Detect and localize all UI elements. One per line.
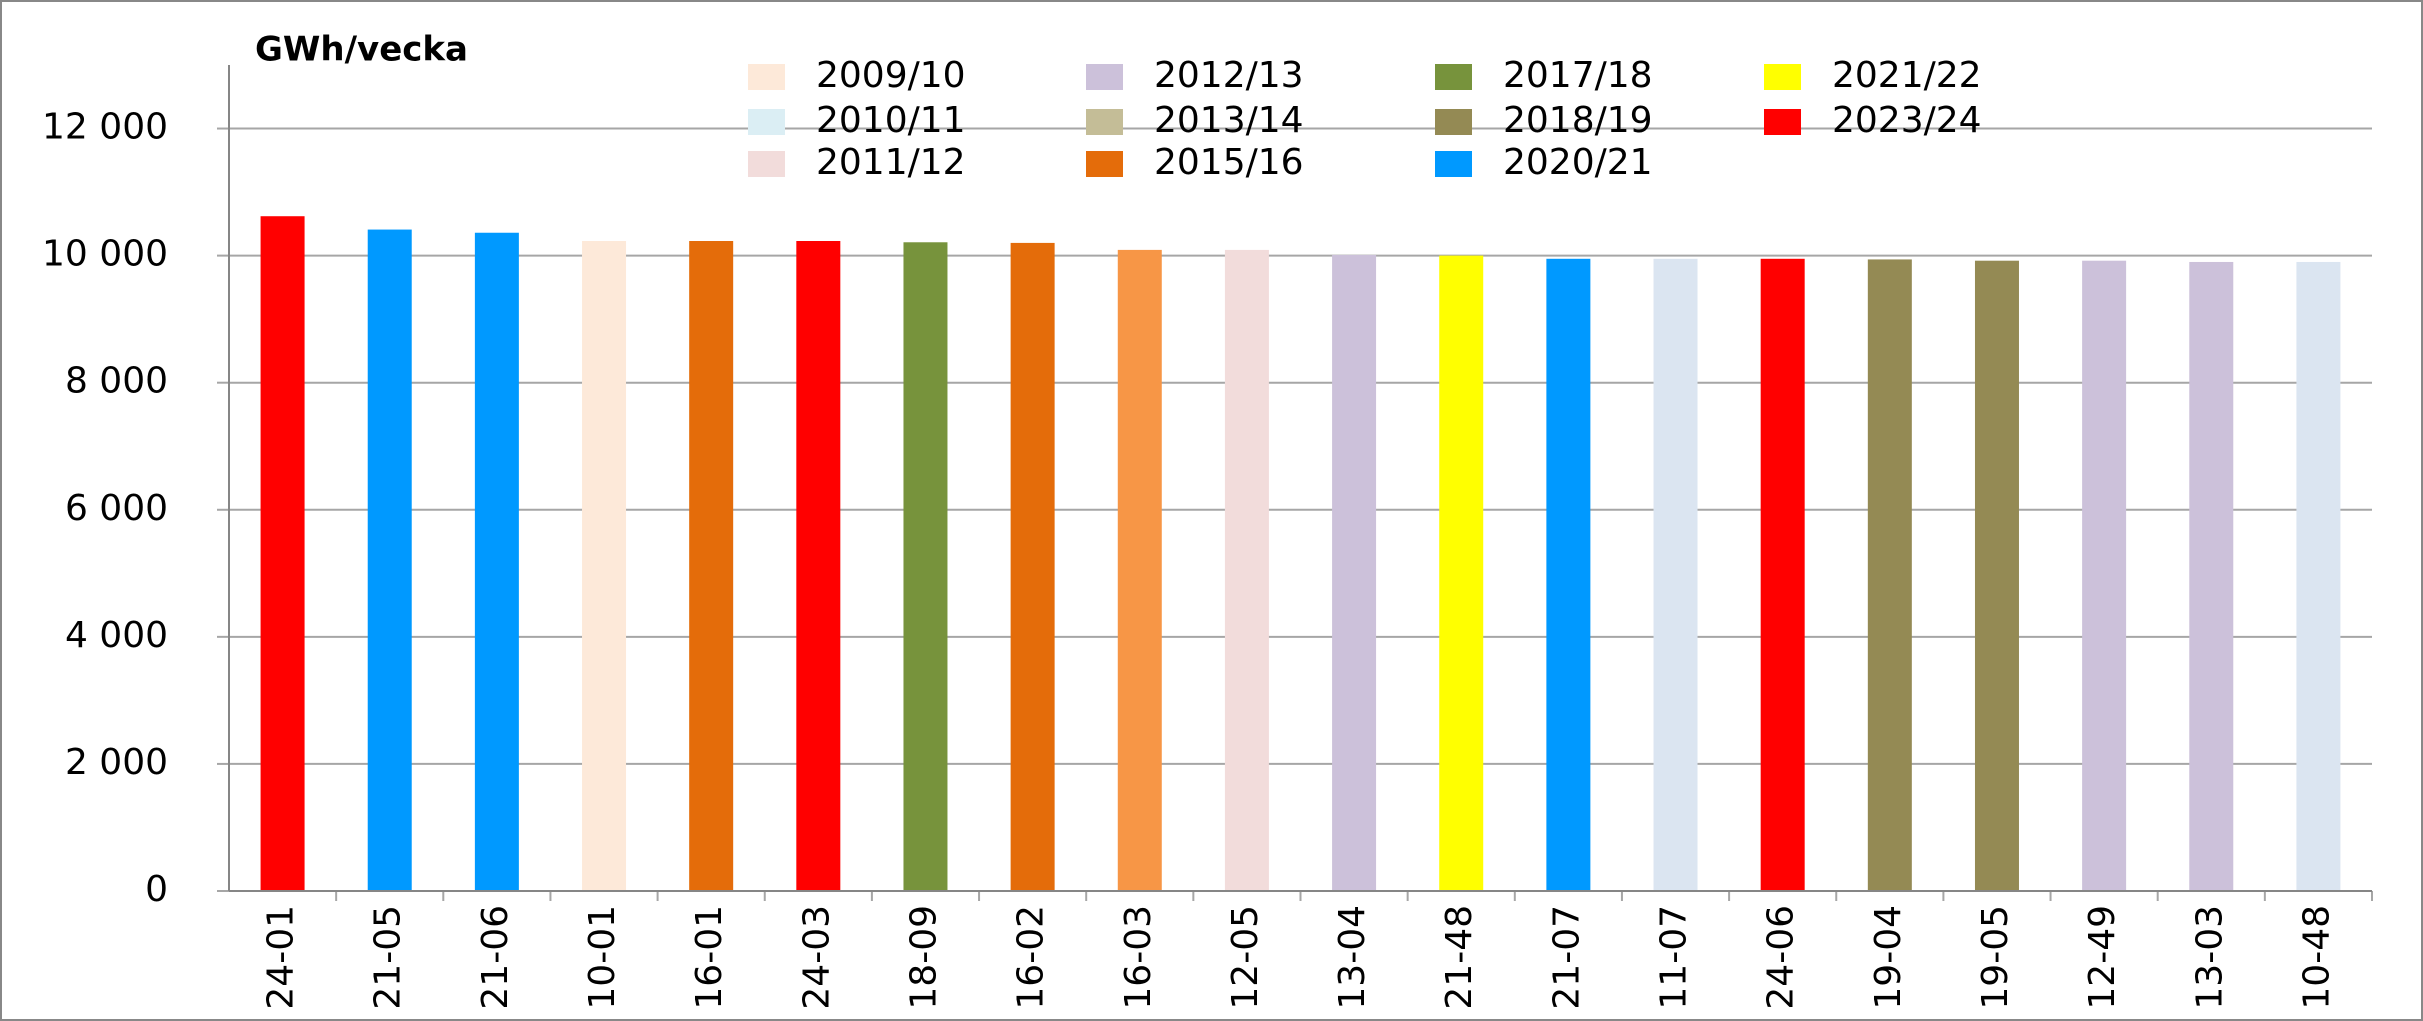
bar xyxy=(1224,249,1269,892)
legend-label: 2021/22 xyxy=(1832,55,1982,96)
y-tick-label: 10 000 xyxy=(42,234,168,275)
x-tick-label: 12-05 xyxy=(1225,905,1266,1010)
bar xyxy=(689,241,734,892)
legend-label: 2017/18 xyxy=(1503,55,1653,96)
x-tick-label: 16-02 xyxy=(1011,905,1052,1010)
legend-label: 2023/24 xyxy=(1832,100,1982,141)
bar xyxy=(1117,249,1162,892)
x-tick-label: 19-05 xyxy=(1975,905,2016,1010)
x-tick-label: 13-04 xyxy=(1332,905,1373,1010)
x-tick-label: 12-49 xyxy=(2082,905,2123,1010)
x-tick-label: 24-03 xyxy=(796,905,837,1010)
y-tick-label: 6 000 xyxy=(65,488,168,529)
legend-label: 2013/14 xyxy=(1154,100,1304,141)
legend-swatch xyxy=(1764,109,1801,135)
x-tick-label: 21-06 xyxy=(475,905,516,1010)
bar xyxy=(2189,261,2234,891)
bar xyxy=(2082,260,2127,891)
bar xyxy=(1439,255,1484,892)
bar xyxy=(1010,242,1055,891)
x-tick-label: 19-04 xyxy=(1868,905,1909,1010)
legend-swatch xyxy=(748,64,785,90)
bar xyxy=(474,232,519,892)
bar xyxy=(1760,258,1805,891)
legend-swatch xyxy=(1764,64,1801,90)
y-tick-label: 4 000 xyxy=(65,615,168,656)
legend-swatch xyxy=(1435,151,1472,177)
y-axis-label: GWh/vecka xyxy=(255,30,468,70)
legend-swatch xyxy=(748,109,785,135)
y-tick-label: 12 000 xyxy=(42,107,168,148)
legend-swatch xyxy=(1086,109,1123,135)
bar xyxy=(582,241,627,892)
legend-swatch xyxy=(1086,151,1123,177)
bar xyxy=(1546,258,1591,891)
x-tick-label: 11-07 xyxy=(1654,905,1695,1010)
legend-label: 2011/12 xyxy=(816,142,966,183)
x-tick-label: 21-05 xyxy=(368,905,409,1010)
legend-swatch xyxy=(1435,64,1472,90)
legend-label: 2009/10 xyxy=(816,55,966,96)
x-tick-label: 24-01 xyxy=(261,905,302,1010)
x-tick-label: 16-03 xyxy=(1118,905,1159,1010)
bar xyxy=(367,229,412,891)
legend-label: 2015/16 xyxy=(1154,142,1304,183)
bar xyxy=(1332,254,1377,892)
y-tick-label: 8 000 xyxy=(65,361,168,402)
x-tick-label: 10-01 xyxy=(582,905,623,1010)
x-tick-label: 21-07 xyxy=(1546,905,1587,1010)
legend-swatch xyxy=(748,151,785,177)
x-tick-label: 10-48 xyxy=(2296,905,2337,1010)
bar xyxy=(1867,259,1912,891)
bar xyxy=(2296,261,2341,891)
legend-label: 2010/11 xyxy=(816,100,966,141)
bar xyxy=(903,242,948,891)
legend-swatch xyxy=(1435,109,1472,135)
bar xyxy=(796,241,841,892)
legend-label: 2018/19 xyxy=(1503,100,1653,141)
x-tick-label: 21-48 xyxy=(1439,905,1480,1010)
y-tick-label: 2 000 xyxy=(65,742,168,783)
legend-swatch xyxy=(1086,64,1123,90)
bar xyxy=(260,216,305,891)
x-tick-label: 16-01 xyxy=(689,905,730,1010)
legend-label: 2012/13 xyxy=(1154,55,1304,96)
bar xyxy=(1974,260,2019,891)
x-tick-label: 24-06 xyxy=(1761,905,1802,1010)
x-tick-label: 13-03 xyxy=(2189,905,2230,1010)
bar xyxy=(1653,258,1698,891)
y-tick-label: 0 xyxy=(145,869,168,910)
x-tick-label: 18-09 xyxy=(903,905,944,1010)
legend-label: 2020/21 xyxy=(1503,142,1653,183)
